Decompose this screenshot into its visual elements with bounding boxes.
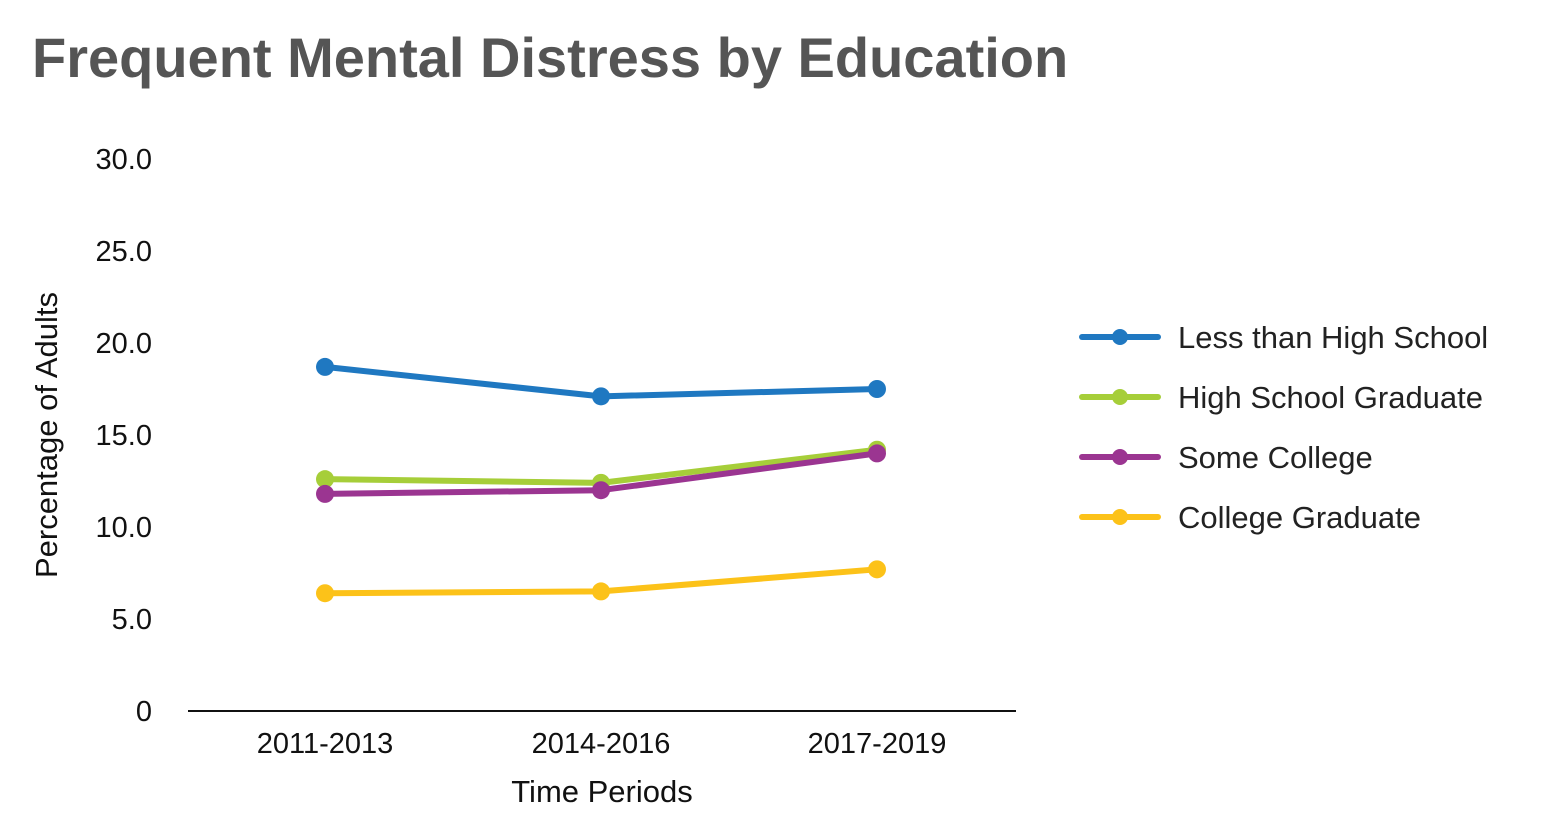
data-point [868,560,886,579]
y-tick-label: 25.0 [96,236,152,268]
x-tick-label: 2014-2016 [532,728,671,760]
y-tick-label: 30.0 [96,144,152,176]
y-tick-label: 20.0 [96,328,152,360]
y-tick-label: 15.0 [96,420,152,452]
legend-item: Less than High School [1079,320,1488,355]
data-point [316,357,334,376]
legend: Less than High School High School Graduat… [1079,320,1488,535]
y-tick-label: 10.0 [96,512,152,544]
data-point [316,484,334,503]
series-group [316,357,886,406]
data-point [316,584,334,603]
x-axis-ticks: 2011-2013 2014-2016 2017-2019 [257,728,947,760]
legend-item: College Graduate [1079,500,1421,535]
x-axis-title: Time Periods [511,774,692,809]
legend-swatch-marker [1112,389,1128,405]
series-lines [316,357,886,603]
legend-label: High School Graduate [1178,380,1483,415]
y-tick-label: 0 [136,696,152,728]
legend-label: College Graduate [1178,500,1421,535]
data-point [868,380,886,398]
chart-title: Frequent Mental Distress by Education [32,26,1068,89]
y-axis-title: Percentage of Adults [29,292,64,578]
legend-item: Some College [1079,440,1373,475]
legend-label: Less than High School [1178,320,1488,355]
data-point [592,582,610,601]
legend-swatch-marker [1112,509,1128,525]
legend-swatch-marker [1112,449,1128,465]
legend-item: High School Graduate [1079,380,1483,415]
legend-swatch-marker [1112,329,1128,345]
series-group [316,560,886,603]
data-point [592,387,610,406]
data-point [592,481,610,500]
legend-label: Some College [1178,440,1373,475]
data-point [316,470,334,489]
y-axis-ticks: 0 5.0 10.0 15.0 20.0 25.0 30.0 [96,144,152,728]
x-tick-label: 2017-2019 [808,728,947,760]
y-tick-label: 5.0 [112,604,152,636]
series-group [316,444,886,503]
x-tick-label: 2011-2013 [257,728,394,760]
data-point [868,444,886,463]
